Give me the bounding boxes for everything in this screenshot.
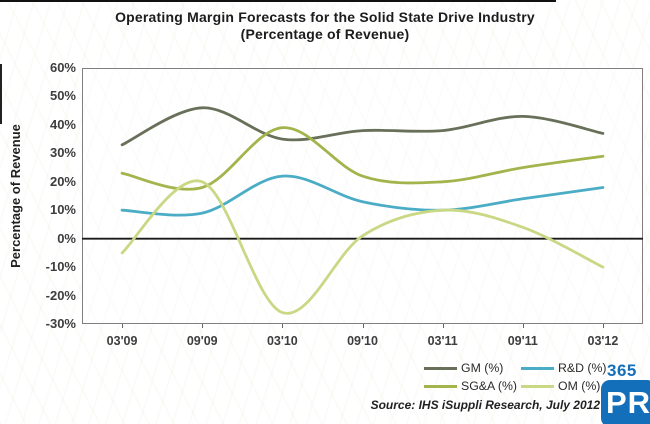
y-tick-label: 50% — [49, 88, 76, 104]
legend-label: OM (%) — [558, 379, 601, 393]
legend-item: R&D (%) — [521, 361, 607, 375]
chart-title: Operating Margin Forecasts for the Solid… — [0, 9, 650, 43]
x-tick-label: 03'09 — [106, 334, 138, 348]
logo-pr-box: PR — [601, 380, 650, 424]
legend-item: OM (%) — [521, 379, 607, 393]
x-tick-mark — [522, 324, 524, 328]
x-tick-mark — [282, 324, 284, 328]
x-tick-label: 03'12 — [587, 334, 619, 348]
legend-swatch — [424, 366, 457, 370]
series-line-om- — [120, 179, 605, 315]
chart-title-line2: (Percentage of Revenue) — [240, 26, 410, 42]
legend-label: R&D (%) — [558, 361, 607, 375]
chart-title-line1: Operating Margin Forecasts for the Solid… — [115, 9, 535, 25]
source-note: Source: IHS iSuppli Research, July 2012 — [370, 398, 600, 412]
left-border-rule — [0, 64, 2, 124]
logo-pr-text: PR — [605, 385, 650, 420]
series-line-r-d- — [120, 174, 605, 217]
x-tick-label: 09'10 — [347, 334, 378, 348]
x-tick-label: 09'09 — [186, 334, 218, 348]
legend-swatch — [521, 384, 554, 388]
legend-label: GM (%) — [461, 361, 504, 375]
y-tick-label: -10% — [45, 259, 76, 275]
legend-label: SG&A (%) — [461, 379, 518, 393]
x-tick-mark — [202, 324, 204, 328]
y-tick-label: 60% — [49, 60, 76, 75]
legend-swatch — [521, 366, 554, 370]
legend: GM (%) R&D (%) SG&A (%) OM (%) — [424, 361, 607, 393]
x-tick-mark — [442, 324, 444, 328]
x-tick-mark — [122, 324, 124, 328]
x-tick-label: 09'11 — [507, 334, 538, 348]
y-tick-label: 40% — [49, 116, 76, 132]
x-tick-mark — [362, 324, 364, 328]
y-axis-title: Percentage of Revenue — [8, 124, 23, 268]
legend-item: SG&A (%) — [424, 379, 521, 393]
series-line-gm- — [120, 106, 605, 147]
logo-365-text: 365 — [607, 361, 637, 380]
top-border-rule — [0, 0, 556, 2]
y-tick-label: 30% — [49, 145, 76, 161]
y-tick-label: -20% — [45, 287, 76, 303]
y-tick-label: 10% — [49, 202, 76, 218]
x-tick-mark — [602, 324, 604, 328]
legend-swatch — [424, 384, 457, 388]
x-tick-label: 03'10 — [266, 334, 298, 348]
y-tick-label: -30% — [45, 316, 76, 331]
y-tick-label: 0% — [57, 230, 76, 246]
series-line-sg-a- — [120, 126, 605, 191]
legend-item: GM (%) — [424, 361, 521, 375]
y-tick-label: 20% — [49, 173, 76, 189]
x-tick-label: 03'11 — [427, 334, 458, 348]
chart-canvas — [82, 106, 643, 315]
